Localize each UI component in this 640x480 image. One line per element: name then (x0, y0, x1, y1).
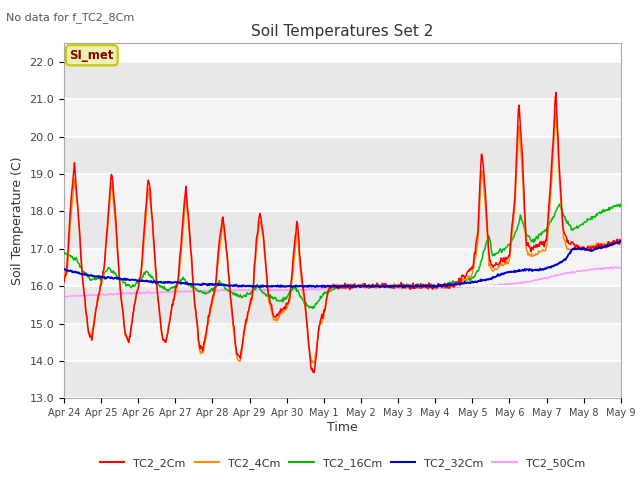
TC2_50Cm (60, 294, 68, 300)
TC2_4Cm (617, 238, 625, 243)
TC2_50Cm (95, 292, 102, 298)
TC2_2Cm (617, 239, 625, 244)
TC2_2Cm (384, 283, 392, 288)
TC2_16Cm (556, 201, 563, 207)
TC2_32Cm (399, 285, 407, 290)
TC2_2Cm (483, 219, 491, 225)
TC2_32Cm (94, 273, 102, 279)
Text: No data for f_TC2_8Cm: No data for f_TC2_8Cm (6, 12, 134, 23)
TC2_16Cm (60, 250, 68, 256)
TC2_50Cm (483, 282, 491, 288)
TC2_32Cm (383, 283, 391, 289)
TC2_32Cm (398, 284, 406, 289)
TC2_32Cm (616, 238, 624, 244)
TC2_4Cm (384, 283, 392, 288)
TC2_4Cm (552, 108, 560, 113)
Bar (64, 99, 621, 137)
TC2_50Cm (399, 285, 406, 291)
Legend: TC2_2Cm, TC2_4Cm, TC2_16Cm, TC2_32Cm, TC2_50Cm: TC2_2Cm, TC2_4Cm, TC2_16Cm, TC2_32Cm, TC… (95, 454, 589, 473)
TC2_16Cm (617, 201, 625, 207)
TC2_2Cm (540, 244, 548, 250)
TC2_32Cm (617, 239, 625, 245)
Line: TC2_16Cm: TC2_16Cm (64, 204, 621, 308)
Title: Soil Temperatures Set 2: Soil Temperatures Set 2 (252, 24, 433, 39)
Bar (64, 324, 621, 361)
Line: TC2_4Cm: TC2_4Cm (64, 110, 621, 363)
TC2_2Cm (415, 285, 423, 291)
TC2_50Cm (616, 264, 623, 270)
TC2_4Cm (94, 298, 102, 304)
TC2_2Cm (552, 90, 560, 96)
TC2_2Cm (60, 279, 68, 285)
Line: TC2_50Cm: TC2_50Cm (64, 267, 621, 297)
TC2_50Cm (617, 265, 625, 271)
TC2_16Cm (94, 274, 102, 279)
Bar (64, 174, 621, 212)
TC2_4Cm (310, 360, 318, 366)
X-axis label: Time: Time (327, 421, 358, 434)
Y-axis label: Soil Temperature (C): Soil Temperature (C) (11, 156, 24, 285)
Bar (64, 137, 621, 174)
TC2_4Cm (540, 248, 548, 254)
TC2_16Cm (309, 305, 317, 311)
TC2_32Cm (60, 266, 68, 272)
Text: SI_met: SI_met (70, 49, 114, 62)
TC2_16Cm (540, 229, 548, 235)
TC2_32Cm (415, 284, 423, 289)
TC2_4Cm (483, 228, 491, 234)
Line: TC2_2Cm: TC2_2Cm (64, 93, 621, 372)
TC2_32Cm (483, 276, 491, 282)
TC2_50Cm (384, 284, 392, 290)
Bar (64, 361, 621, 398)
TC2_16Cm (384, 283, 392, 288)
TC2_4Cm (415, 282, 423, 288)
Bar (64, 62, 621, 99)
Bar (64, 212, 621, 249)
Bar (64, 286, 621, 324)
TC2_50Cm (415, 285, 423, 291)
TC2_4Cm (399, 282, 406, 288)
TC2_16Cm (415, 282, 423, 288)
TC2_2Cm (399, 282, 406, 288)
TC2_50Cm (63, 294, 70, 300)
TC2_32Cm (540, 266, 548, 272)
TC2_50Cm (540, 275, 548, 281)
TC2_2Cm (94, 293, 102, 299)
TC2_2Cm (310, 370, 318, 375)
TC2_16Cm (483, 238, 491, 243)
Line: TC2_32Cm: TC2_32Cm (64, 241, 621, 288)
TC2_4Cm (60, 269, 68, 275)
TC2_16Cm (399, 284, 406, 290)
Bar (64, 249, 621, 286)
